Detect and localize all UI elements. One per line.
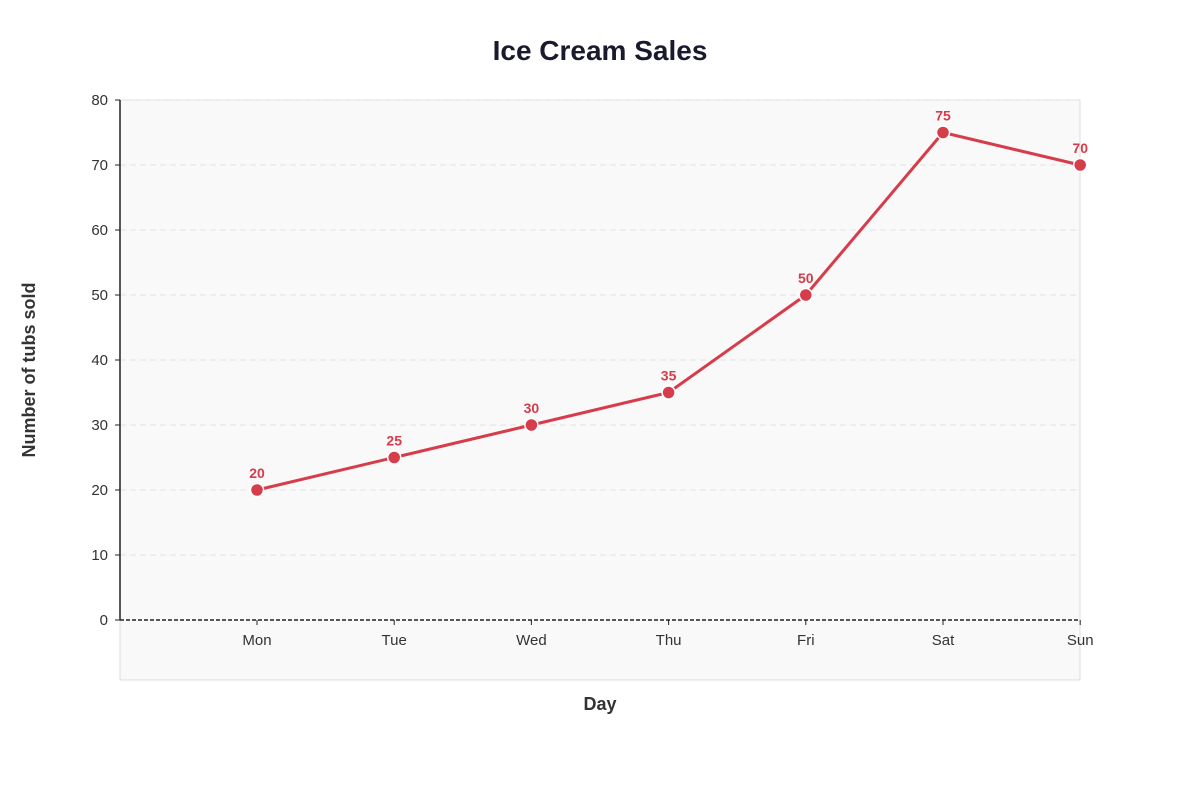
data-point [661,385,676,400]
y-tick-label: 60 [91,222,108,239]
y-tick-label: 0 [100,612,108,629]
y-tick-label: 80 [91,92,108,109]
x-tick-label: Sat [932,632,955,649]
data-point [524,417,539,433]
y-tick-label: 40 [91,352,108,369]
plot-area-background [119,99,1081,681]
x-tick-label: Tue [382,632,407,649]
axes [115,99,1081,625]
data-point [1072,157,1088,173]
data-label: 20 [249,465,265,481]
data-label: 30 [524,400,540,416]
y-tick-label: 30 [91,417,108,434]
data-labels: 20 25 30 35 50 75 70 [249,108,1088,482]
data-point [798,287,814,303]
y-tick-label: 70 [91,157,108,174]
y-axis-label: Number of tubs sold [19,283,39,458]
data-point [935,125,951,140]
data-series [249,125,1088,498]
x-tick-label: Sun [1067,632,1094,649]
y-tick-label: 10 [91,547,108,564]
y-tick-label: 50 [91,287,108,304]
x-tick-label: Wed [516,632,547,649]
data-label: 75 [935,108,951,124]
x-axis-label: Day [583,694,616,714]
data-label: 25 [386,433,402,449]
x-tick-label: Thu [656,632,682,649]
tick-labels: 0 10 20 30 40 50 60 70 80 Mon Tue Wed Thu Fri Sat Sun [91,92,1093,649]
chart-title: Ice Cream Sales [493,35,708,66]
data-label: 35 [661,368,677,384]
y-tick-label: 20 [91,482,108,499]
x-tick-label: Fri [797,632,815,649]
data-point [386,450,402,465]
data-point [249,482,265,498]
data-label: 50 [798,270,814,286]
x-tick-label: Mon [242,632,271,649]
gridlines [120,99,1080,556]
data-label: 70 [1072,140,1088,156]
